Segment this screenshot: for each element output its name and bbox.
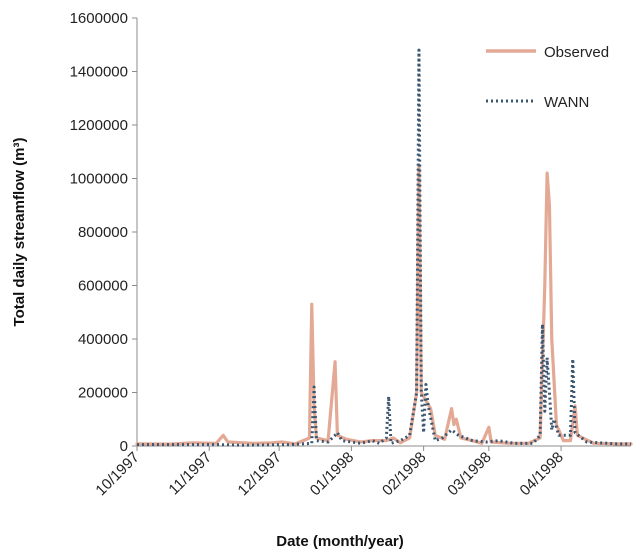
legend: Observed WANN: [486, 44, 609, 111]
x-tick-label: 01/1998: [307, 449, 357, 499]
y-tick-label: 1600000: [70, 10, 128, 27]
y-axis-title: Total daily streamflow (m³): [11, 138, 28, 327]
series-layer: [135, 48, 633, 447]
y-tick-label: 1000000: [70, 171, 128, 188]
y-axis-ticks: 0 200000 400000 600000 800000 1000000 1200000 1…: [70, 10, 137, 455]
y-tick-label: 800000: [78, 224, 128, 241]
y-tick-label: 200000: [78, 385, 128, 402]
x-tick-label: 11/1997: [165, 449, 215, 499]
x-tick-label: 03/1998: [444, 449, 494, 499]
x-tick-label: 12/1997: [235, 449, 285, 499]
y-tick-label: 1400000: [70, 64, 128, 81]
legend-label-observed: Observed: [544, 44, 609, 61]
y-tick-label: 0: [120, 438, 128, 455]
x-tick-label: 10/1997: [92, 449, 142, 499]
x-axis-title: Date (month/year): [276, 533, 404, 550]
x-tick-label: 02/1998: [379, 449, 429, 499]
y-tick-label: 1200000: [70, 117, 128, 134]
y-tick-label: 400000: [78, 331, 128, 348]
x-axis-ticks: 10/1997 11/1997 12/1997 01/1998 02/1998 03/19…: [92, 446, 567, 499]
y-tick-label: 600000: [78, 278, 128, 295]
series-line-observed: [135, 163, 633, 446]
legend-label-wann: WANN: [544, 94, 589, 111]
series-line-wann: [137, 48, 631, 447]
x-tick-label: 04/1998: [517, 449, 567, 499]
